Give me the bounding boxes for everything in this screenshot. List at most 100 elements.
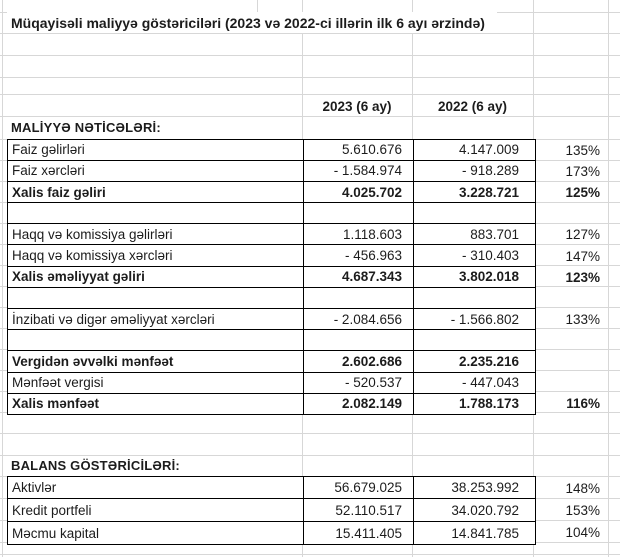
cell-label[interactable]: Mənfəət vergisi	[12, 375, 104, 391]
cell-percent[interactable]	[533, 203, 604, 224]
spacer-row	[8, 329, 535, 351]
cell-value-2022[interactable]: - 918.289	[413, 160, 534, 181]
cell-value-2022[interactable]: 2.235.216	[413, 351, 534, 372]
table-row: İnzibati və digər əməliyyat xərcləri - 2…	[8, 308, 535, 330]
cell-percent[interactable]: 104%	[565, 524, 600, 540]
cell-percent[interactable]	[533, 372, 604, 393]
cell-label[interactable]: Xalis əməliyyat gəliri	[12, 269, 145, 285]
table-row-subtotal: Xalis faiz gəliri 4.025.702 3.228.721	[8, 180, 535, 203]
sheet-title-cell[interactable]: Müqayisəli maliyyə göstəriciləri (2023 v…	[7, 12, 497, 33]
table-row: Kredit portfeli 52.110.517 34.020.792	[8, 498, 535, 522]
gridline-horizontal	[0, 455, 620, 456]
gridline-vertical	[2, 0, 3, 557]
cell-value-2022[interactable]: 34.020.792	[413, 499, 534, 522]
cell-label[interactable]: Xalis mənfəət	[12, 396, 100, 412]
table-row: Faiz xərcləri - 1.584.974 - 918.289	[8, 159, 535, 181]
cell-label[interactable]: Haqq və komissiya xərcləri	[12, 248, 173, 264]
cell-value-2023[interactable]: 2.082.149	[303, 393, 413, 414]
cell-value-2022[interactable]: 4.147.009	[413, 140, 534, 160]
cell-value-2023[interactable]: 2.602.686	[303, 351, 413, 372]
gridline-horizontal	[0, 94, 620, 95]
cell-percent[interactable]: 127%	[565, 227, 600, 243]
gridline-vertical	[257, 0, 258, 12]
financial-section-heading[interactable]: MALİYYƏ NƏTİCƏLƏRİ:	[11, 120, 161, 135]
cell-percent[interactable]: 135%	[565, 143, 600, 159]
cell-label[interactable]: Faiz xərcləri	[12, 163, 85, 179]
cell-label[interactable]: Məcmu kapital	[12, 525, 100, 541]
cell-label[interactable]: Vergidən əvvəlki mənfəət	[12, 354, 174, 369]
cell-percent[interactable]: 116%	[566, 396, 600, 412]
balance-percent-column: 148% 153% 104%	[533, 477, 604, 544]
table-row: Haqq və komissiya xərcləri - 456.963 - 3…	[8, 244, 535, 266]
cell-value-2023[interactable]: - 1.584.974	[303, 160, 413, 181]
cell-value-2022[interactable]: - 447.043	[413, 372, 534, 393]
cell-percent[interactable]: 125%	[565, 185, 600, 201]
sheet-title: Müqayisəli maliyyə göstəriciləri (2023 v…	[11, 14, 485, 31]
cell-value-2023[interactable]: 15.411.405	[303, 522, 413, 544]
table-row-total: Xalis mənfəət 2.082.149 1.788.173	[8, 392, 535, 414]
cell-label[interactable]	[8, 330, 303, 350]
cell-label[interactable]: İnzibati və digər əməliyyat xərcləri	[12, 311, 215, 327]
table-row: Faiz gəlirləri 5.610.676 4.147.009	[8, 140, 535, 160]
cell-value-2022[interactable]: 14.841.785	[413, 522, 534, 544]
cell-value-2023[interactable]: 4.025.702	[303, 181, 413, 203]
column-header-2023[interactable]: 2023 (6 ay)	[322, 98, 392, 114]
cell-percent[interactable]: 148%	[565, 480, 600, 496]
cell-label[interactable]	[8, 288, 303, 308]
column-header-2022[interactable]: 2022 (6 ay)	[437, 98, 508, 114]
cell-label[interactable]: Kredit portfeli	[12, 502, 92, 518]
gridline-horizontal	[0, 55, 620, 56]
spacer-row	[8, 286, 535, 309]
cell-value-2022[interactable]: 3.802.018	[413, 266, 534, 287]
cell-value-2022[interactable]: 38.253.992	[413, 477, 534, 499]
cell-value-2023[interactable]: - 456.963	[303, 245, 413, 266]
cell-value-2022[interactable]: - 1.566.802	[413, 309, 534, 330]
financial-percent-column: 135% 173% 125% 127% 147% 123% 133% 116%	[533, 140, 604, 414]
cell-value-2023[interactable]: 52.110.517	[303, 499, 413, 522]
cell-value-2022[interactable]	[413, 330, 534, 351]
gridline-horizontal	[0, 77, 620, 78]
cell-value-2023[interactable]	[303, 287, 413, 309]
table-row-subtotal: Vergidən əvvəlki mənfəət 2.602.686 2.235…	[8, 350, 535, 372]
cell-value-2022[interactable]: 3.228.721	[413, 181, 534, 203]
balance-section-heading[interactable]: BALANS GÖSTƏRİCİLƏRİ:	[11, 458, 180, 473]
balance-table: Aktivlər 56.679.025 38.253.992 Kredit po…	[7, 476, 536, 545]
cell-value-2023[interactable]: 4.687.343	[303, 266, 413, 287]
table-row: Məcmu kapital 15.411.405 14.841.785	[8, 521, 535, 544]
cell-value-2022[interactable]: 1.788.173	[413, 393, 534, 414]
gridline-horizontal	[0, 433, 620, 434]
cell-value-2023[interactable]: - 520.537	[303, 372, 413, 393]
cell-label[interactable]: Haqq və komissiya gəlirləri	[12, 226, 173, 242]
cell-percent[interactable]	[533, 288, 604, 309]
cell-label[interactable]: Aktivlər	[12, 480, 57, 496]
cell-percent[interactable]	[533, 330, 604, 351]
gridline-horizontal	[0, 116, 620, 117]
gridline-horizontal	[0, 33, 620, 34]
cell-percent[interactable]: 123%	[565, 269, 600, 285]
cell-value-2022[interactable]: 883.701	[413, 224, 534, 245]
cell-value-2023[interactable]: - 2.084.656	[303, 309, 413, 330]
cell-percent[interactable]: 133%	[565, 311, 600, 327]
cell-label[interactable]	[8, 203, 303, 223]
table-row-subtotal: Xalis əməliyyat gəliri 4.687.343 3.802.0…	[8, 265, 535, 287]
cell-value-2022[interactable]	[413, 287, 534, 309]
cell-percent[interactable]	[533, 351, 604, 372]
cell-label[interactable]: Faiz gəlirləri	[12, 142, 85, 158]
cell-value-2023[interactable]: 5.610.676	[303, 140, 413, 160]
table-row: Haqq və komissiya gəlirləri 1.118.603 88…	[8, 223, 535, 245]
gridline-vertical	[608, 0, 609, 557]
cell-value-2022[interactable]	[413, 203, 534, 224]
cell-percent[interactable]: 173%	[565, 164, 600, 180]
table-row: Aktivlər 56.679.025 38.253.992	[8, 477, 535, 499]
cell-percent[interactable]: 147%	[565, 248, 600, 264]
financial-table: Faiz gəlirləri 5.610.676 4.147.009 Faiz …	[7, 139, 536, 415]
gridline-horizontal	[0, 554, 620, 555]
cell-value-2023[interactable]	[303, 203, 413, 224]
cell-value-2023[interactable]: 1.118.603	[303, 224, 413, 245]
cell-value-2022[interactable]: - 310.403	[413, 245, 534, 266]
table-row: Mənfəət vergisi - 520.537 - 447.043	[8, 371, 535, 393]
cell-value-2023[interactable]: 56.679.025	[303, 477, 413, 499]
cell-value-2023[interactable]	[303, 330, 413, 351]
cell-label[interactable]: Xalis faiz gəliri	[12, 184, 106, 200]
cell-percent[interactable]: 153%	[565, 502, 600, 518]
